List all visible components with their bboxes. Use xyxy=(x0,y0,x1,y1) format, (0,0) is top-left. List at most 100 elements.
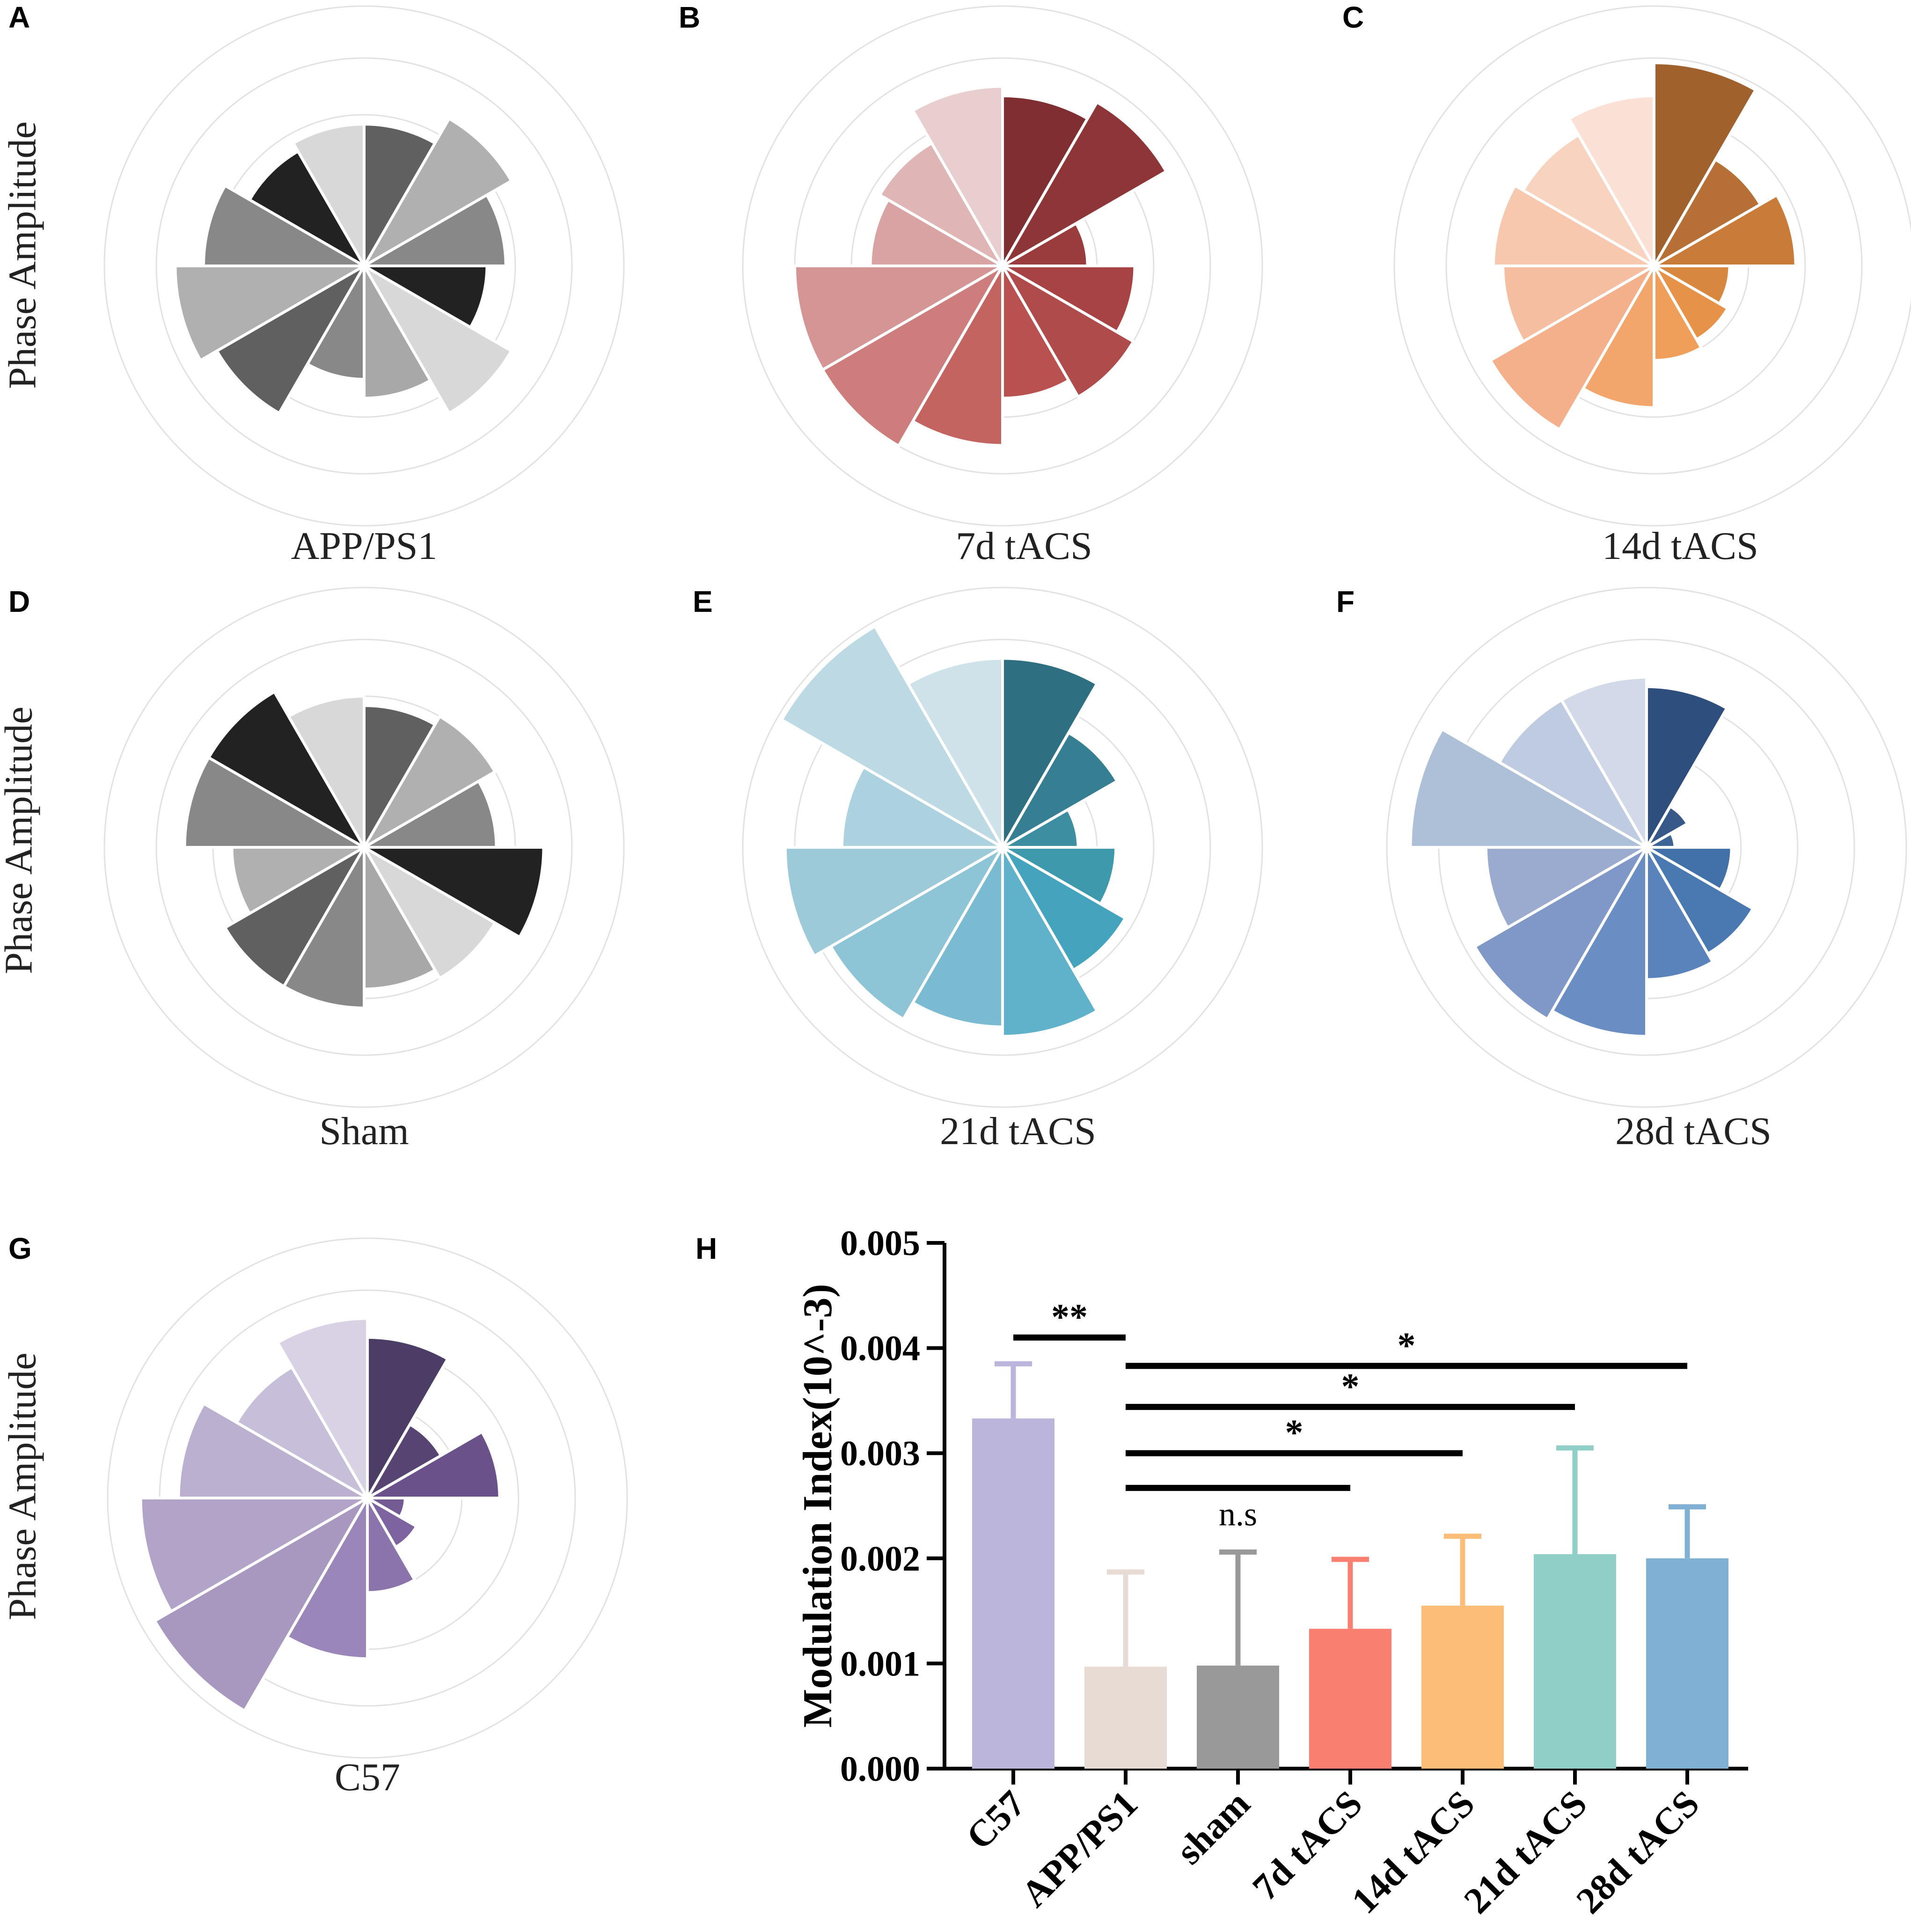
grid-ring xyxy=(742,587,1263,1108)
rose-sector xyxy=(911,846,1004,1028)
rose-sector xyxy=(1001,731,1119,849)
rose-sector xyxy=(363,779,498,849)
rose-sector xyxy=(1498,698,1648,849)
rose-sector xyxy=(1653,158,1762,267)
rose-sector xyxy=(366,1336,449,1499)
rose-sector xyxy=(363,264,489,329)
grid-ring xyxy=(155,57,573,475)
rose-chart-a xyxy=(103,5,625,527)
rose-sector xyxy=(306,264,366,381)
x-tick-label: C57 xyxy=(959,1783,1033,1858)
rose-sector xyxy=(363,117,513,267)
rose-sector xyxy=(235,1366,369,1499)
rose-sector xyxy=(1645,685,1728,849)
x-tick-label: APP/PS1 xyxy=(1014,1783,1146,1915)
grid-ring xyxy=(103,5,625,527)
rose-sector xyxy=(282,846,366,1010)
y-tick-label: 0.000 xyxy=(840,1749,920,1789)
rose-sector xyxy=(287,695,366,849)
rose-sector xyxy=(363,123,437,267)
rose-sector xyxy=(821,264,1004,448)
rose-sector xyxy=(363,193,507,267)
grid-ring xyxy=(107,1237,628,1759)
significance-label: ** xyxy=(1051,1296,1088,1337)
rose-sector xyxy=(1001,657,1098,849)
rose-sector xyxy=(153,1497,369,1712)
rose-sector xyxy=(1001,264,1136,334)
y-tick-label: 0.002 xyxy=(840,1539,920,1579)
x-tick-label: 28d tACS xyxy=(1568,1783,1707,1922)
rose-sector xyxy=(223,846,366,988)
rose-sector xyxy=(174,264,366,362)
x-tick-label: 14d tACS xyxy=(1344,1783,1482,1922)
rose-sector xyxy=(1489,264,1655,431)
rose-sector xyxy=(1409,727,1648,849)
y-tick-label: 0.004 xyxy=(840,1329,920,1368)
grid-ring xyxy=(155,639,573,1056)
rose-sector xyxy=(1653,193,1797,267)
rose-title-c: 14d tACS xyxy=(1602,524,1758,568)
significance-label: * xyxy=(1341,1366,1360,1406)
rose-sector xyxy=(363,264,513,415)
rose-sector xyxy=(1001,264,1070,400)
rose-sector xyxy=(1001,94,1089,267)
panel-letter-b: B xyxy=(679,0,701,34)
grid-ring xyxy=(103,587,625,1108)
rose-title-f: 28d tACS xyxy=(1615,1109,1772,1153)
rose-sector xyxy=(1551,846,1648,1038)
rose-chart-g xyxy=(107,1237,628,1759)
panel-letter-e: E xyxy=(693,585,713,618)
bar xyxy=(1421,1605,1504,1769)
y-tick-label: 0.003 xyxy=(840,1434,920,1473)
rose-sector xyxy=(1473,846,1648,1021)
rose-sector xyxy=(1560,676,1648,849)
rose-title-g: C57 xyxy=(334,1756,401,1799)
rose-sector xyxy=(292,123,366,267)
rose-sector xyxy=(840,765,1004,849)
rose-sector xyxy=(1522,133,1655,267)
rose-sector xyxy=(366,1430,501,1499)
rose-sector xyxy=(1001,264,1135,398)
grid-ring xyxy=(1445,57,1863,475)
rose-sector xyxy=(1001,101,1168,267)
rose-sector xyxy=(202,184,366,267)
bar-chart-h: 0.000 0.001 0.002 0.003 0.004 0.005 Modulation… xyxy=(795,1224,1748,1922)
rose-sector xyxy=(215,264,366,415)
panel-letter-h: H xyxy=(696,1232,718,1265)
bar xyxy=(1309,1629,1391,1769)
rose-sector xyxy=(1501,264,1655,343)
rose-sector xyxy=(183,756,366,849)
y-tick-label: 0.001 xyxy=(840,1644,920,1683)
rose-sector xyxy=(363,715,497,849)
grid-ring xyxy=(742,5,1263,527)
rose-title-a: APP/PS1 xyxy=(291,524,438,568)
rose-sector xyxy=(1001,846,1098,1038)
rose-sector xyxy=(363,846,497,980)
rose-chart-c xyxy=(1393,5,1911,527)
rose-sector xyxy=(1484,846,1648,929)
rose-sector xyxy=(780,625,1004,849)
rose-chart-f xyxy=(1386,587,1907,1108)
rose-sector xyxy=(911,264,1004,447)
rose-sector xyxy=(363,846,545,939)
rose-sector xyxy=(1645,846,1755,955)
rose-sector xyxy=(207,690,366,849)
bar xyxy=(972,1418,1054,1769)
rose-sector xyxy=(1001,846,1127,972)
rose-sector xyxy=(1492,184,1655,267)
panel-letter-f: F xyxy=(1336,585,1355,618)
rose-sector xyxy=(363,264,432,400)
panel-letter-g: G xyxy=(8,1232,32,1265)
rose-sector xyxy=(783,846,1004,958)
rose-sector xyxy=(907,657,1004,849)
significance-label: * xyxy=(1398,1325,1416,1366)
grid-ring xyxy=(1393,5,1911,527)
rose-sector xyxy=(1653,61,1757,267)
rose-sector xyxy=(793,264,1004,371)
rose-title-b: 7d tACS xyxy=(956,524,1092,568)
rose-sector xyxy=(1001,846,1118,906)
rose-sector xyxy=(878,141,1004,267)
panel-letter-d: D xyxy=(8,585,30,618)
rose-title-e: 21d tACS xyxy=(940,1109,1096,1153)
